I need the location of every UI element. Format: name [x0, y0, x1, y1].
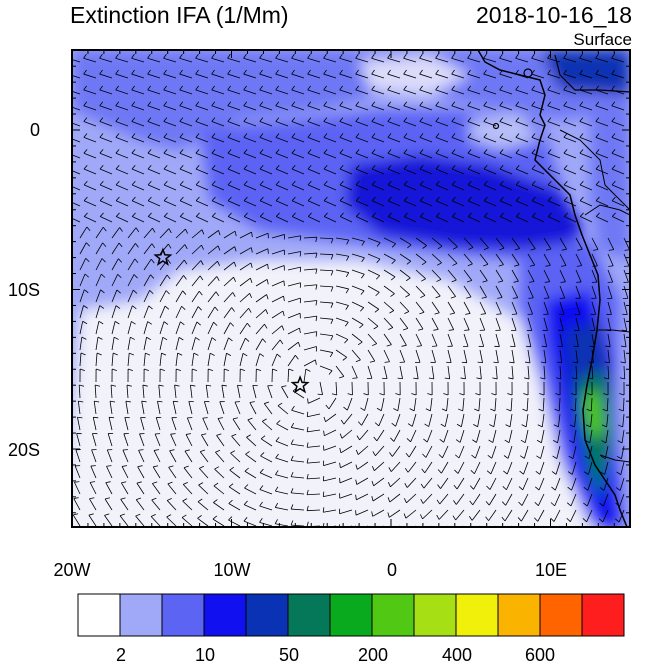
- star-marker: [290, 375, 310, 394]
- wind-barbs: [72, 53, 630, 527]
- colorbar-swatch: [371, 593, 415, 637]
- colorbar: [77, 593, 625, 637]
- colorbar-swatch: [413, 593, 457, 637]
- colorbar-label-400: 400: [441, 645, 473, 665]
- lat-label-20s: 20S: [7, 440, 40, 460]
- extinction-field: [72, 50, 630, 527]
- lat-label-0: 0: [29, 120, 40, 140]
- colorbar-label-2: 2: [115, 645, 126, 665]
- colorbar-swatch: [245, 593, 289, 637]
- map-datetime: 2018-10-16_18: [475, 2, 632, 28]
- colorbar-swatch: [329, 593, 373, 637]
- coastline: [477, 50, 630, 527]
- colorbar-label-600: 600: [524, 645, 556, 665]
- colorbar-swatch: [161, 593, 205, 637]
- map-title: Extinction IFA (1/Mm): [70, 2, 289, 28]
- colorbar-swatch: [581, 593, 625, 637]
- lon-label-20w: 20W: [53, 560, 91, 580]
- colorbar-swatch: [497, 593, 541, 637]
- colorbar-swatch: [203, 593, 247, 637]
- colorbar-label-10: 10: [194, 645, 216, 665]
- colorbar-swatch: [455, 593, 499, 637]
- colorbar-swatch: [539, 593, 583, 637]
- lon-label-10w: 10W: [213, 560, 251, 580]
- colorbar-swatch: [287, 593, 331, 637]
- map-frame: [71, 49, 631, 528]
- star-marker: [153, 247, 173, 266]
- colorbar-swatch: [77, 593, 121, 637]
- axis-ticks: [71, 49, 631, 527]
- site-markers: [153, 247, 310, 394]
- colorbar-label-200: 200: [357, 645, 389, 665]
- colorbar-label-50: 50: [278, 645, 300, 665]
- map-level: Surface: [573, 30, 632, 49]
- lon-label-0: 0: [386, 560, 397, 580]
- lon-label-10e: 10E: [534, 560, 568, 580]
- lat-label-10s: 10S: [7, 280, 40, 300]
- colorbar-swatch: [119, 593, 163, 637]
